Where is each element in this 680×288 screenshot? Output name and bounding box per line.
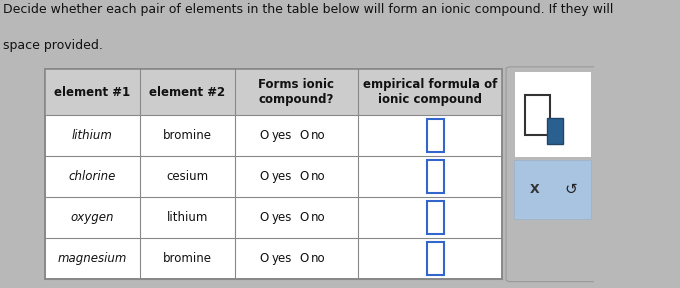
Text: lithium: lithium	[71, 129, 113, 142]
FancyBboxPatch shape	[428, 119, 444, 152]
Text: ↺: ↺	[564, 182, 577, 197]
FancyBboxPatch shape	[428, 201, 444, 234]
Text: no: no	[311, 211, 326, 224]
FancyBboxPatch shape	[547, 118, 563, 144]
Text: O: O	[299, 252, 309, 265]
Text: chlorine: chlorine	[69, 170, 116, 183]
Text: yes: yes	[271, 129, 292, 142]
FancyBboxPatch shape	[524, 95, 549, 135]
FancyBboxPatch shape	[428, 160, 444, 194]
FancyBboxPatch shape	[506, 67, 599, 282]
Text: O: O	[299, 170, 309, 183]
Text: Decide whether each pair of elements in the table below will form an ionic compo: Decide whether each pair of elements in …	[3, 3, 613, 16]
FancyBboxPatch shape	[514, 71, 591, 158]
Text: yes: yes	[271, 211, 292, 224]
Text: space provided.: space provided.	[3, 39, 103, 52]
Text: O: O	[299, 129, 309, 142]
FancyBboxPatch shape	[45, 69, 502, 115]
Text: bromine: bromine	[163, 252, 211, 265]
Text: no: no	[311, 129, 326, 142]
Text: no: no	[311, 170, 326, 183]
Text: yes: yes	[271, 170, 292, 183]
FancyBboxPatch shape	[428, 242, 444, 275]
Text: no: no	[311, 252, 326, 265]
Text: O: O	[299, 211, 309, 224]
Text: empirical formula of
ionic compound: empirical formula of ionic compound	[362, 78, 497, 106]
Text: X: X	[529, 183, 539, 196]
Text: O: O	[260, 211, 269, 224]
Text: Forms ionic
compound?: Forms ionic compound?	[258, 78, 335, 106]
Text: magnesium: magnesium	[57, 252, 126, 265]
Text: O: O	[260, 170, 269, 183]
Text: O: O	[260, 252, 269, 265]
Text: element #2: element #2	[149, 86, 225, 99]
Text: cesium: cesium	[166, 170, 208, 183]
FancyBboxPatch shape	[514, 160, 591, 219]
Text: O: O	[260, 129, 269, 142]
Text: bromine: bromine	[163, 129, 211, 142]
FancyBboxPatch shape	[45, 69, 502, 279]
Text: yes: yes	[271, 252, 292, 265]
Text: lithium: lithium	[167, 211, 208, 224]
Text: element #1: element #1	[54, 86, 130, 99]
Text: oxygen: oxygen	[70, 211, 114, 224]
